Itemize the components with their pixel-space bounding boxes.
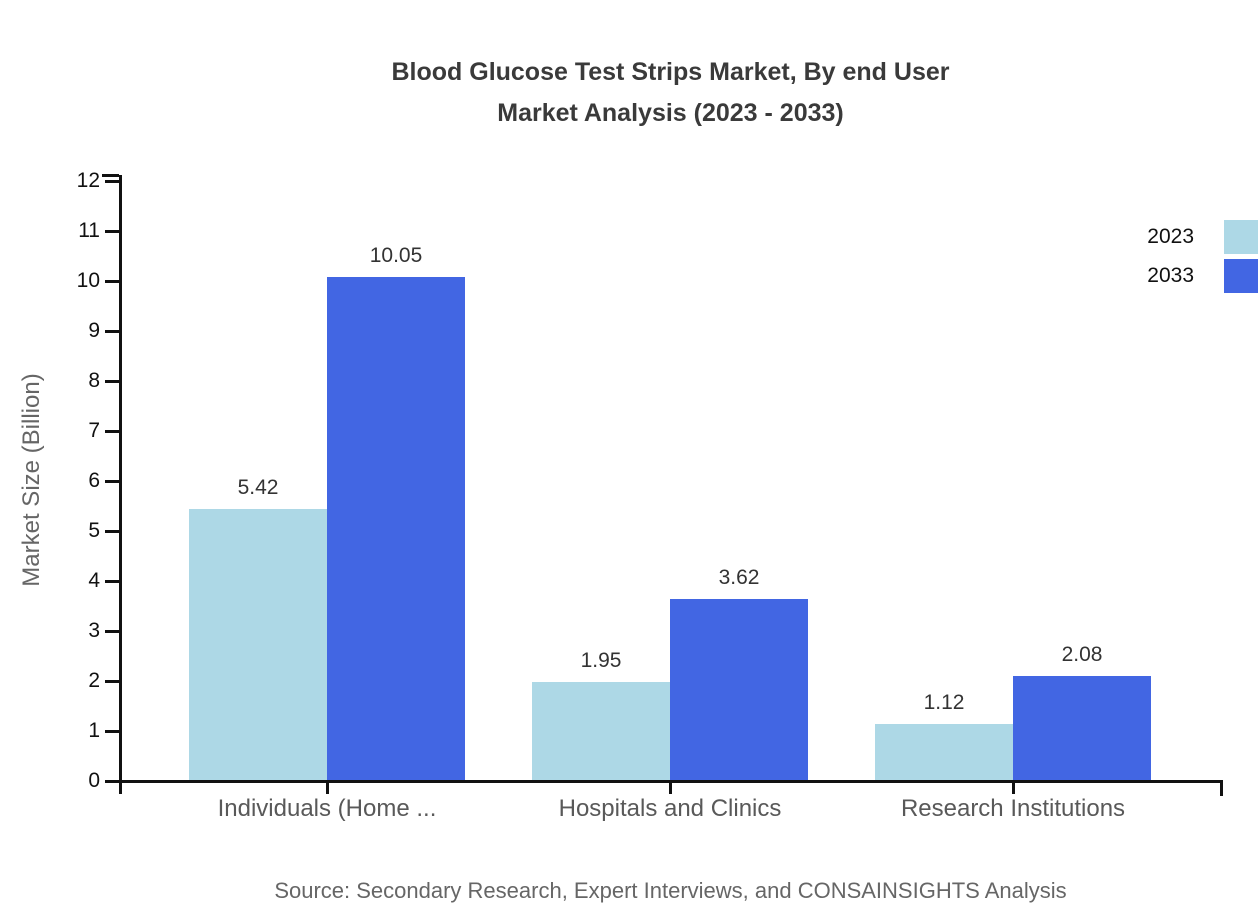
y-tick-label: 12 bbox=[76, 169, 100, 192]
y-tick-label: 6 bbox=[88, 469, 100, 492]
bar-2033-2 bbox=[670, 599, 808, 780]
y-tick bbox=[105, 480, 119, 483]
y-tick bbox=[105, 530, 119, 533]
x-tick bbox=[669, 780, 672, 794]
y-tick bbox=[105, 580, 119, 583]
y-tick-label: 4 bbox=[88, 569, 100, 592]
chart-title-line2: Market Analysis (2023 - 2033) bbox=[497, 99, 844, 127]
chart-title: Blood Glucose Test Strips Market, By end… bbox=[119, 52, 1222, 134]
y-tick bbox=[105, 630, 119, 633]
y-tick-label: 7 bbox=[88, 419, 100, 442]
y-tick-label: 10 bbox=[76, 269, 100, 292]
bar-2023-2 bbox=[532, 682, 670, 780]
y-tick bbox=[105, 730, 119, 733]
y-tick-label: 11 bbox=[78, 219, 100, 242]
y-tick bbox=[105, 380, 119, 383]
legend-swatch-icon bbox=[1224, 259, 1258, 293]
bar-2033-1 bbox=[327, 277, 465, 780]
legend-label: 2033 bbox=[1147, 264, 1194, 287]
source-text: Source: Secondary Research, Expert Inter… bbox=[274, 878, 1067, 903]
y-tick-label: 9 bbox=[88, 319, 100, 342]
x-tick bbox=[326, 780, 329, 794]
bar-value-label: 3.62 bbox=[718, 566, 760, 589]
y-tick-label: 2 bbox=[88, 669, 100, 692]
legend-item-2023: 2023 bbox=[1147, 220, 1258, 254]
category-label: Individuals (Home ... bbox=[217, 795, 437, 822]
y-tick bbox=[105, 230, 119, 233]
y-tick bbox=[105, 280, 119, 283]
legend: 2023 2033 bbox=[1147, 220, 1258, 293]
y-axis-line bbox=[119, 175, 122, 794]
x-axis-end-tick bbox=[1220, 780, 1223, 796]
bar-value-label: 2.08 bbox=[1061, 643, 1103, 666]
bar-value-label: 10.05 bbox=[369, 244, 423, 267]
category-label: Hospitals and Clinics bbox=[558, 795, 782, 822]
legend-swatch-icon bbox=[1224, 220, 1258, 254]
y-tick bbox=[105, 430, 119, 433]
bar-value-label: 1.95 bbox=[580, 649, 622, 672]
y-tick bbox=[105, 680, 119, 683]
legend-label: 2023 bbox=[1147, 225, 1194, 248]
y-tick-label: 1 bbox=[88, 719, 100, 742]
y-tick-label: 5 bbox=[88, 519, 100, 542]
category-label: Research Institutions bbox=[900, 795, 1126, 822]
bar-value-label: 1.12 bbox=[923, 691, 965, 714]
y-tick-label: 0 bbox=[88, 769, 100, 792]
y-axis-end-cap bbox=[102, 174, 119, 177]
bar-2033-3 bbox=[1013, 676, 1151, 780]
chart-title-line1: Blood Glucose Test Strips Market, By end… bbox=[391, 58, 950, 86]
y-tick bbox=[105, 780, 119, 783]
bar-2023-3 bbox=[875, 724, 1013, 780]
x-tick bbox=[1012, 780, 1015, 794]
y-tick bbox=[105, 180, 119, 183]
y-tick-label: 8 bbox=[88, 369, 100, 392]
bar-2023-1 bbox=[189, 509, 327, 780]
y-tick bbox=[105, 330, 119, 333]
legend-item-2033: 2033 bbox=[1147, 259, 1258, 293]
y-tick-label: 3 bbox=[88, 619, 100, 642]
bar-value-label: 5.42 bbox=[237, 476, 279, 499]
